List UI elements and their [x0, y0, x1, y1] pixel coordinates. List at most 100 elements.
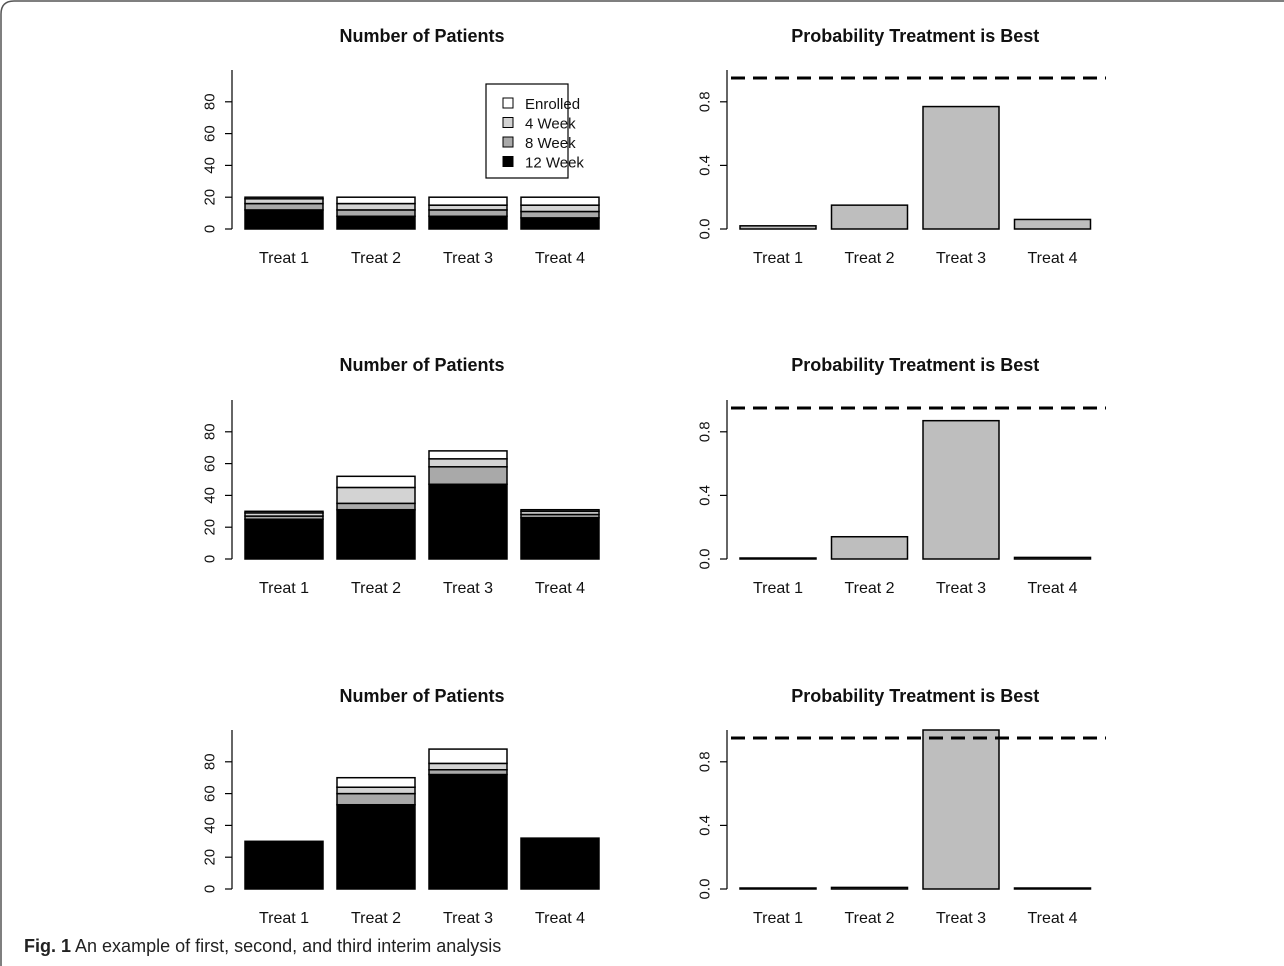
y-tick-label: 60 — [202, 455, 219, 472]
y-tick-label: 0.8 — [697, 421, 714, 442]
bar-segment — [520, 204, 600, 213]
chart-panel-1: Number of Patients 0 20 40 60 80 Treat 1 Treat … — [202, 26, 600, 267]
bar-segment — [428, 458, 508, 468]
y-tick-label: 40 — [202, 817, 219, 834]
x-tick-label: Treat 4 — [535, 910, 585, 927]
x-tick-label: Treat 3 — [936, 250, 986, 267]
x-tick-label: Treat 4 — [1027, 580, 1077, 597]
legend-entry: 12 Week — [525, 155, 584, 172]
y-tick-label: 80 — [202, 753, 219, 770]
bar-segment — [520, 196, 600, 206]
x-tick-label: Treat 1 — [259, 250, 309, 267]
x-tick-label: Treat 3 — [443, 580, 493, 597]
bar-segment — [428, 209, 508, 218]
bar-segment — [520, 508, 600, 513]
bar-segment — [336, 215, 416, 230]
chart-panel-3: Number of Patients 0 20 40 60 80 Treat 1 Treat … — [202, 355, 600, 597]
bar-segment — [336, 196, 416, 205]
bar — [1013, 887, 1092, 890]
bar — [1013, 556, 1092, 560]
x-tick-label: Treat 1 — [753, 250, 803, 267]
bar-segment — [428, 215, 508, 230]
legend-entry: 8 Week — [525, 135, 576, 152]
legend: Enrolled 4 Week 8 Week 12 Week — [485, 83, 584, 179]
y-tick-label: 80 — [202, 93, 219, 110]
y-tick-label: 0 — [202, 225, 219, 233]
bar — [739, 887, 817, 890]
y-tick-label: 20 — [202, 849, 219, 866]
y-tick-label: 0.0 — [697, 549, 714, 570]
x-tick-label: Treat 2 — [351, 580, 401, 597]
bar — [830, 535, 909, 560]
bar-segment — [336, 786, 416, 795]
figure-caption-text: An example of first, second, and third i… — [75, 936, 502, 956]
bar — [1013, 218, 1092, 230]
bar-segment — [244, 209, 324, 230]
bar — [739, 225, 817, 230]
chart-title: Number of Patients — [339, 26, 504, 46]
bar-segment — [336, 508, 416, 560]
y-tick-label: 20 — [202, 519, 219, 536]
legend-box — [485, 83, 569, 179]
chart-title: Probability Treatment is Best — [791, 355, 1039, 375]
bar-segment — [244, 840, 324, 890]
y-tick-label: 60 — [202, 125, 219, 142]
chart-panel-4: Probability Treatment is Best 0.0 0.4 0.8 Tr… — [697, 355, 1106, 597]
x-tick-label: Treat 2 — [844, 250, 894, 267]
bar — [922, 105, 1000, 230]
bar-segment — [336, 209, 416, 218]
x-tick-label: Treat 1 — [259, 910, 309, 927]
chart-title: Number of Patients — [339, 686, 504, 706]
bar-segment — [428, 196, 508, 206]
y-tick-label: 0.4 — [697, 815, 714, 836]
figure-caption-label: Fig. 1 — [24, 936, 72, 956]
chart-panel-2: Probability Treatment is Best 0.0 0.4 0.8 Tr… — [697, 26, 1106, 267]
y-tick-label: 20 — [202, 189, 219, 206]
bar-segment — [336, 792, 416, 806]
legend-swatch — [502, 156, 514, 167]
x-tick-label: Treat 4 — [1027, 910, 1077, 927]
x-tick-label: Treat 3 — [443, 910, 493, 927]
y-tick-label: 60 — [202, 785, 219, 802]
legend-entry: 4 Week — [525, 116, 576, 133]
bar-segment — [520, 217, 600, 230]
legend-swatch — [502, 117, 514, 128]
bar — [739, 557, 817, 560]
x-tick-label: Treat 2 — [351, 250, 401, 267]
legend-swatch — [502, 136, 514, 148]
x-tick-label: Treat 2 — [844, 910, 894, 927]
bar-segment — [336, 202, 416, 211]
y-tick-label: 0 — [202, 555, 219, 563]
x-tick-label: Treat 4 — [1027, 250, 1077, 267]
legend-entry: Enrolled — [525, 96, 580, 113]
y-tick-label: 40 — [202, 157, 219, 174]
y-tick-label: 40 — [202, 487, 219, 504]
figure-caption: Fig. 1 An example of first, second, and … — [24, 936, 501, 957]
chart-title: Number of Patients — [339, 355, 504, 375]
bar-segment — [336, 803, 416, 890]
y-tick-label: 0.4 — [697, 485, 714, 506]
bar-segment — [520, 837, 600, 890]
bar-segment — [428, 762, 508, 771]
bar — [830, 886, 909, 890]
chart-panel-5: Number of Patients 0 20 40 60 80 Treat 1 Treat … — [202, 686, 600, 927]
x-tick-label: Treat 2 — [844, 580, 894, 597]
bar-segment — [520, 210, 600, 219]
bar — [830, 204, 909, 230]
bar-segment — [336, 486, 416, 505]
bar-segment — [428, 466, 508, 486]
chart-panel-6: Probability Treatment is Best 0.0 0.4 0.8 Tr… — [697, 686, 1106, 927]
legend-swatch — [502, 97, 514, 109]
x-tick-label: Treat 4 — [535, 580, 585, 597]
bar-segment — [428, 483, 508, 560]
x-tick-label: Treat 1 — [753, 910, 803, 927]
y-tick-label: 80 — [202, 423, 219, 440]
y-tick-label: 0 — [202, 885, 219, 893]
bar-segment — [244, 518, 324, 560]
bar-segment — [520, 516, 600, 560]
y-tick-label: 0.4 — [697, 155, 714, 176]
bar-segment — [244, 196, 324, 200]
bar-segment — [336, 776, 416, 788]
